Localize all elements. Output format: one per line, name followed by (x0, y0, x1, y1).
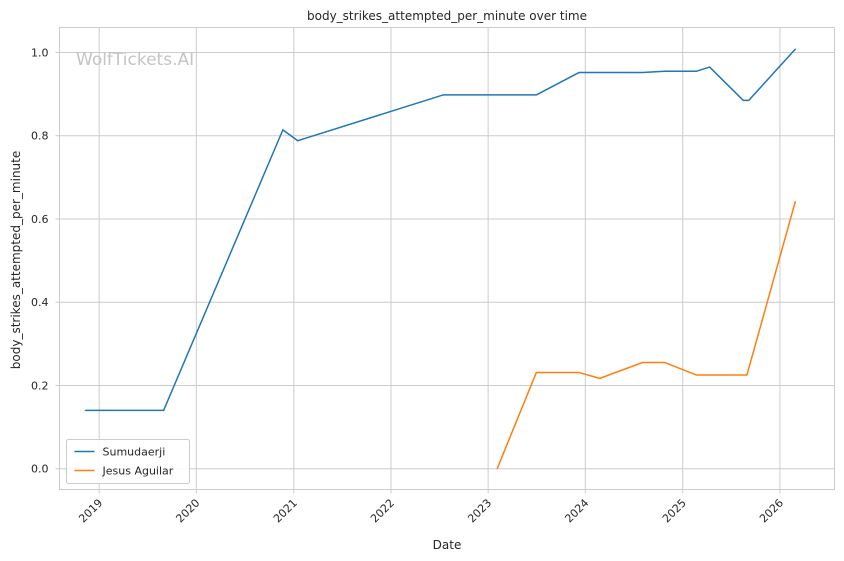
data-point-0-9 (695, 70, 698, 72)
legend-box (66, 439, 190, 484)
data-point-1-6 (695, 374, 698, 376)
y-tick-label: 1.0 (31, 46, 49, 59)
y-tick-label: 0.8 (31, 130, 49, 143)
data-point-0-10 (709, 66, 711, 68)
data-point-1-0 (496, 468, 498, 470)
data-point-0-8 (664, 70, 666, 72)
data-point-0-5 (535, 94, 537, 96)
y-tick-label: 0.2 (31, 379, 49, 392)
data-point-0-12 (748, 99, 750, 101)
data-point-0-0 (84, 409, 86, 412)
data-point-0-7 (641, 71, 644, 74)
series-layer (84, 48, 797, 470)
y-tick-label: 0.0 (31, 463, 49, 476)
y-axis-title: body_strikes_attempted_per_minute (9, 151, 23, 369)
data-point-1-8 (794, 200, 796, 203)
y-axis: 0.0 0.2 0.4 0.6 0.8 1.0 (31, 46, 60, 476)
data-point-1-1 (535, 371, 537, 374)
data-point-1-5 (664, 361, 666, 364)
plot-border (59, 27, 835, 490)
data-point-0-13 (794, 48, 796, 50)
data-point-1-3 (599, 377, 601, 379)
data-point-0-1 (163, 409, 165, 412)
data-point-0-2 (282, 129, 284, 131)
data-point-0-11 (742, 99, 744, 101)
plot-area (59, 27, 835, 490)
data-point-0-6 (578, 71, 580, 74)
y-tick-label: 0.4 (31, 296, 49, 309)
data-point-0-3 (297, 140, 299, 142)
legend: Sumudaerji Jesus Aguilar (66, 439, 190, 484)
x-axis-title: Date (433, 538, 462, 552)
legend-label-1: Jesus Aguilar (102, 465, 174, 478)
y-tick-label: 0.6 (31, 213, 49, 226)
watermark: WolfTickets.AI (76, 50, 194, 70)
data-point-1-7 (746, 374, 748, 376)
data-point-0-4 (442, 94, 444, 96)
chart-title: body_strikes_attempted_per_minute over t… (307, 9, 587, 23)
series-line-0 (85, 48, 796, 412)
data-point-1-2 (578, 371, 580, 374)
legend-label-0: Sumudaerji (103, 446, 166, 459)
data-point-1-4 (641, 361, 644, 364)
